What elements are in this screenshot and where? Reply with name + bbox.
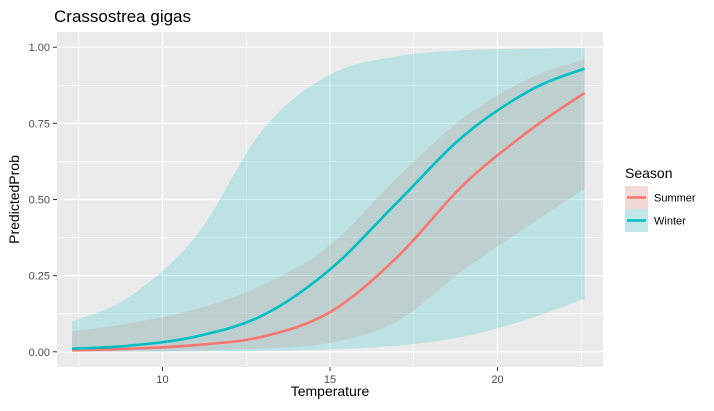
x-tick-label: 10 bbox=[156, 374, 168, 386]
summer-line bbox=[72, 91, 586, 352]
y-tick-label: 0.25 bbox=[29, 271, 50, 283]
y-axis: 0.00 0.25 0.50 0.75 1.00 bbox=[29, 42, 57, 359]
y-tick-label: 0.00 bbox=[29, 347, 50, 359]
x-axis-label: Temperature bbox=[291, 383, 370, 399]
legend-label: Summer bbox=[654, 193, 696, 205]
chart-title: Crassostrea gigas bbox=[54, 7, 191, 26]
winter-ribbon bbox=[72, 47, 585, 352]
legend: Season Summer Winter bbox=[625, 165, 696, 232]
legend-title: Season bbox=[625, 165, 672, 181]
legend-label: Winter bbox=[654, 216, 686, 228]
summer-ribbon bbox=[72, 59, 585, 352]
confidence-ribbons bbox=[72, 47, 585, 352]
winter-line bbox=[72, 67, 586, 351]
x-tick-label: 20 bbox=[491, 374, 503, 386]
x-axis: 10 15 20 bbox=[156, 367, 504, 386]
y-tick-label: 0.75 bbox=[29, 118, 50, 130]
y-tick-label: 0.50 bbox=[29, 195, 50, 207]
x-tick-label: 15 bbox=[324, 374, 336, 386]
y-axis-label: PredictedProb bbox=[6, 155, 22, 244]
y-tick-label: 1.00 bbox=[29, 42, 50, 54]
legend-item-winter: Winter bbox=[625, 209, 686, 232]
legend-item-summer: Summer bbox=[625, 186, 696, 209]
series-lines bbox=[72, 67, 586, 352]
